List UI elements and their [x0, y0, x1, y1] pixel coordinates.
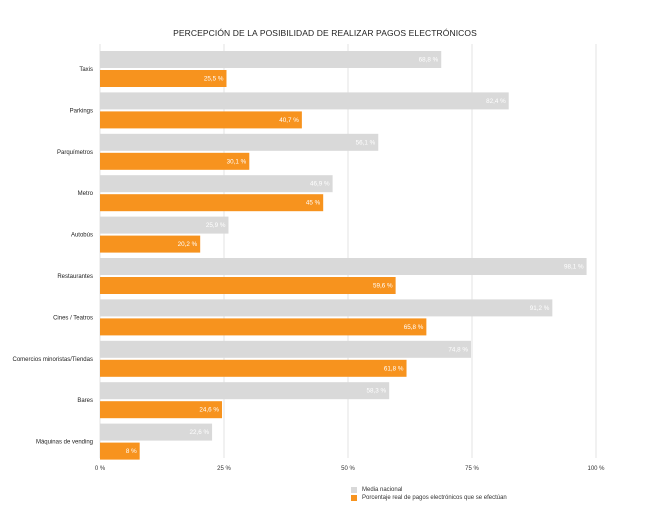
bar-porcentaje-real [100, 111, 302, 129]
category-label: Parquímetros [57, 150, 93, 156]
legend-item-porcentaje-real: Porcentaje real de pagos electrónicos qu… [351, 495, 507, 501]
data-label: 59,6 % [373, 283, 393, 290]
category-label: Cines / Teatros [53, 315, 93, 321]
data-label: 25,9 % [206, 222, 226, 229]
data-label: 24,6 % [199, 407, 219, 414]
bar-media-nacional [100, 216, 229, 234]
data-label: 56,1 % [356, 139, 376, 146]
bar-media-nacional [100, 340, 472, 358]
category-label: Bares [77, 398, 93, 404]
bar-media-nacional [100, 423, 213, 441]
bar-media-nacional [100, 133, 379, 151]
data-label: 45 % [306, 200, 321, 207]
bar-porcentaje-real [100, 152, 250, 170]
bar-porcentaje-real [100, 318, 427, 336]
bar-porcentaje-real [100, 235, 201, 253]
data-label: 22,6 % [189, 429, 209, 436]
bar-porcentaje-real [100, 442, 140, 460]
category-label: Comercios minoristas/Tiendas [13, 357, 93, 363]
data-label: 98,1 % [564, 264, 584, 271]
bar-media-nacional [100, 299, 553, 317]
legend-label-media-nacional: Media nacional [362, 487, 403, 493]
bar-porcentaje-real [100, 401, 223, 419]
category-label: Máquinas de vending [36, 440, 93, 446]
data-label: 74,8 % [448, 346, 468, 353]
x-tick-label: 0 % [95, 466, 106, 472]
x-tick-label: 75 % [465, 466, 479, 472]
legend-swatch-orange [351, 495, 357, 501]
data-label: 61,8 % [384, 365, 404, 372]
data-label: 25,5 % [204, 76, 224, 83]
bar-porcentaje-real [100, 359, 407, 377]
category-label: Taxis [79, 67, 93, 73]
legend-swatch-grey [351, 487, 357, 493]
data-label: 82,4 % [486, 98, 506, 105]
data-label: 30,1 % [227, 158, 247, 165]
chart-title: PERCEPCIÓN DE LA POSIBILIDAD DE REALIZAR… [173, 28, 477, 38]
category-label: Metro [78, 191, 94, 197]
x-tick-label: 50 % [341, 466, 355, 472]
bar-porcentaje-real [100, 70, 227, 87]
legend-item-media-nacional: Media nacional [351, 487, 402, 493]
data-label: 68,8 % [419, 57, 439, 64]
bar-media-nacional [100, 92, 509, 110]
data-label: 40,7 % [279, 117, 299, 124]
bar-media-nacional [100, 51, 442, 68]
data-label: 20,2 % [178, 241, 198, 248]
x-tick-label: 100 % [587, 466, 605, 472]
bar-media-nacional [100, 382, 390, 400]
bar-media-nacional [100, 258, 587, 275]
bar-porcentaje-real [100, 277, 396, 294]
bar-porcentaje-real [100, 194, 324, 212]
category-label: Restaurantes [57, 274, 93, 280]
bar-media-nacional [100, 175, 333, 193]
data-label: 46,9 % [310, 181, 330, 188]
category-label: Autobús [71, 233, 93, 239]
x-tick-label: 25 % [217, 466, 231, 472]
data-label: 8 % [126, 448, 137, 455]
data-label: 91,2 % [530, 305, 550, 312]
data-label: 65,8 % [404, 324, 424, 331]
data-label: 58,3 % [367, 388, 387, 395]
category-label: Parkings [70, 108, 93, 114]
legend-label-porcentaje-real: Porcentaje real de pagos electrónicos qu… [362, 495, 507, 501]
